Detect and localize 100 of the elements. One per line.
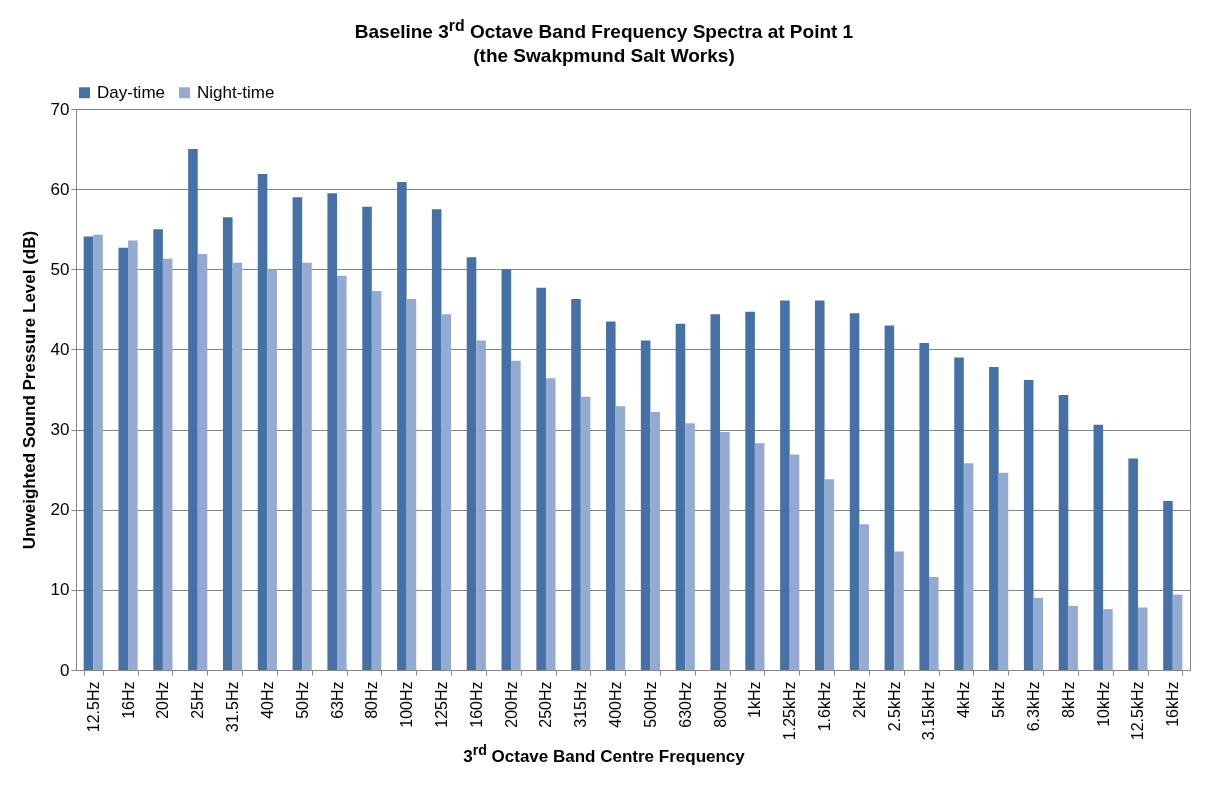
legend-label: Day-time xyxy=(97,82,166,102)
x-tick-label: 200Hz xyxy=(502,681,520,728)
bar xyxy=(789,454,800,670)
bar xyxy=(1103,609,1113,670)
bar xyxy=(754,443,765,670)
bar xyxy=(1023,379,1034,670)
bar xyxy=(580,396,591,670)
y-tick-label: 0 xyxy=(60,660,70,680)
x-tick-label: 3.15kHz xyxy=(920,681,938,741)
bar xyxy=(197,254,208,670)
bar xyxy=(685,423,695,670)
y-axis-title: Unweighted Sound Pressure Level (dB) xyxy=(19,230,39,550)
y-tick-label: 40 xyxy=(50,339,70,359)
bar xyxy=(814,300,825,670)
bar xyxy=(431,209,442,670)
bar xyxy=(606,321,616,670)
y-tick-label: 20 xyxy=(50,500,70,520)
bar xyxy=(1093,424,1104,670)
x-tick-label: 250Hz xyxy=(537,681,555,728)
x-tick-label: 50Hz xyxy=(293,681,311,719)
bar xyxy=(675,323,686,670)
bar xyxy=(302,262,312,670)
bar xyxy=(128,240,138,670)
bar xyxy=(929,577,939,670)
x-tick-label: 1kHz xyxy=(746,681,764,718)
bar xyxy=(1058,395,1069,670)
bar xyxy=(232,262,243,670)
x-tick-label: 125Hz xyxy=(432,681,450,728)
x-tick-label: 160Hz xyxy=(467,681,485,728)
x-tick-label: 500Hz xyxy=(641,681,659,728)
bar xyxy=(1068,605,1078,670)
bar xyxy=(118,247,129,670)
bar xyxy=(720,431,730,670)
y-tick-label: 60 xyxy=(50,179,70,199)
bar xyxy=(710,314,721,670)
bar xyxy=(650,411,660,670)
y-tick-label: 50 xyxy=(50,259,70,279)
y-tick-label: 30 xyxy=(50,420,70,440)
bar xyxy=(267,269,277,670)
x-tick-label: 20Hz xyxy=(154,681,172,719)
bar xyxy=(894,551,904,670)
bar xyxy=(1172,594,1183,670)
x-tick-label: 31.5Hz xyxy=(224,681,242,733)
x-tick-label: 2.5kHz xyxy=(885,681,903,732)
x-tick-label: 5kHz xyxy=(990,681,1008,718)
x-tick-label: 80Hz xyxy=(363,681,381,719)
x-tick-label: 25Hz xyxy=(189,681,207,719)
x-tick-label: 630Hz xyxy=(676,681,694,728)
bar xyxy=(83,236,94,670)
x-tick-label: 315Hz xyxy=(572,681,590,728)
bar xyxy=(397,181,407,670)
bar xyxy=(998,472,1009,670)
x-tick-label: 6.3kHz xyxy=(1024,681,1042,732)
bar xyxy=(640,340,651,670)
bar xyxy=(963,463,974,670)
bar xyxy=(954,357,964,670)
bar xyxy=(188,149,198,670)
x-tick-label: 10kHz xyxy=(1094,681,1112,727)
x-tick-label: 2kHz xyxy=(850,681,868,718)
x-tick-label: 4kHz xyxy=(955,681,973,718)
bar xyxy=(849,313,860,670)
bar xyxy=(466,257,477,670)
bar xyxy=(257,173,268,670)
bar xyxy=(501,269,512,670)
bar xyxy=(476,340,486,670)
bar xyxy=(1137,607,1148,670)
x-tick-label: 1.25kHz xyxy=(781,681,799,741)
bar xyxy=(884,325,895,670)
bar xyxy=(536,287,546,670)
bar xyxy=(337,275,347,670)
bar xyxy=(615,406,626,670)
bar xyxy=(93,234,103,670)
bar xyxy=(989,367,999,670)
y-tick-label: 10 xyxy=(50,580,70,600)
x-tick-label: 12.5kHz xyxy=(1129,681,1147,741)
x-tick-label: 40Hz xyxy=(258,681,276,719)
x-axis-title: 3$^{rd}$ Octave Band Centre Frequency xyxy=(462,742,746,767)
y-tick-label: 70 xyxy=(50,99,70,119)
x-tick-label: 8kHz xyxy=(1059,681,1077,718)
bar xyxy=(222,217,233,670)
bar xyxy=(441,314,452,670)
bar xyxy=(153,229,163,670)
bar xyxy=(780,300,790,670)
legend-label: Night-time xyxy=(197,82,275,102)
bar xyxy=(1128,458,1138,670)
bar xyxy=(859,524,869,670)
bar xyxy=(1163,500,1173,670)
bar xyxy=(824,479,835,670)
x-tick-label: 63Hz xyxy=(328,681,346,719)
bar xyxy=(545,378,556,670)
bar xyxy=(1033,597,1044,670)
chart-title: Baseline 3$^{rd}$ Octave Band Frequency Spectra at Point 1 (the Swakpmund Salt Works) xyxy=(353,16,855,69)
bar xyxy=(292,197,303,670)
x-tick-label: 16kHz xyxy=(1164,681,1182,727)
bar xyxy=(745,311,755,670)
bar xyxy=(406,298,417,670)
bar xyxy=(919,343,929,670)
x-tick-label: 1.6kHz xyxy=(816,681,834,732)
bar xyxy=(571,298,581,670)
x-tick-label: 400Hz xyxy=(607,681,625,728)
